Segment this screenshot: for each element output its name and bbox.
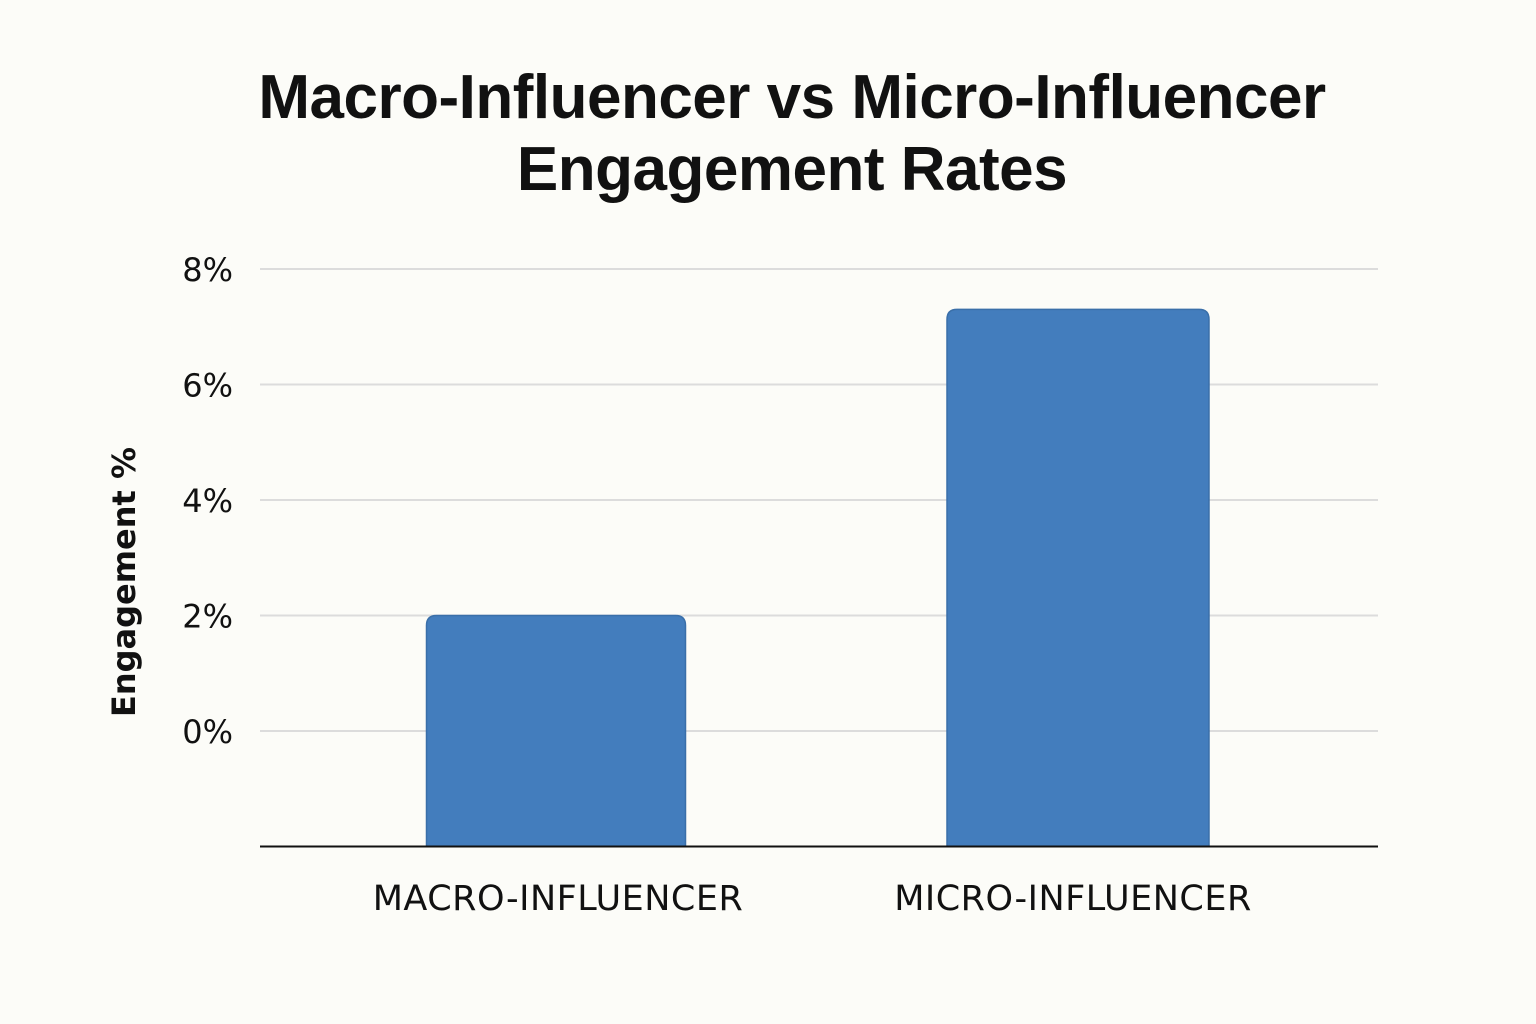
x-category-label: MACRO-INFLUENCER (373, 879, 744, 919)
y-tick-label: 0% (182, 713, 233, 751)
bar-macro-influencer (425, 614, 687, 848)
bars (425, 308, 1210, 848)
chart-title-line-2: Engagement Rates (516, 135, 1068, 204)
bar-micro-influencer (946, 308, 1210, 848)
y-tick-labels: 0% 2% 4% 6% 8% (182, 251, 233, 751)
x-category-label: MICRO-INFLUENCER (894, 879, 1252, 919)
chart-title-line-1: Macro-Influencer vs Micro-Influencer (258, 63, 1326, 132)
chart-title: Macro-Influencer vs Micro-Influencer Eng… (0, 62, 1536, 206)
y-tick-label: 6% (182, 367, 233, 405)
y-axis-title: Engagement % (105, 447, 143, 717)
y-tick-label: 8% (182, 251, 233, 289)
y-tick-label: 4% (182, 482, 233, 520)
y-tick-label: 2% (182, 598, 233, 636)
x-category-labels: MACRO-INFLUENCER MICRO-INFLUENCER (373, 879, 1252, 919)
